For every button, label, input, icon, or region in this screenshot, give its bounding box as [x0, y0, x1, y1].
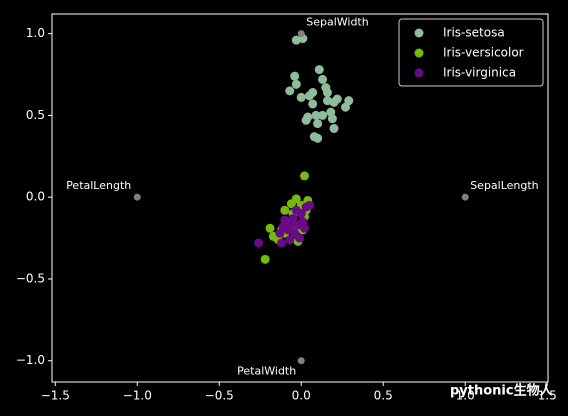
- point: [280, 205, 290, 215]
- legend-label: Iris-versicolor: [443, 46, 524, 60]
- point: [301, 115, 311, 125]
- x-tick-label: 0.0: [292, 389, 311, 403]
- anchor-point: [461, 193, 469, 201]
- point: [290, 71, 300, 81]
- point: [311, 110, 321, 120]
- point: [327, 114, 337, 124]
- point: [291, 205, 301, 215]
- point: [260, 254, 270, 264]
- point: [285, 235, 295, 245]
- point: [277, 238, 287, 248]
- point: [304, 200, 314, 210]
- y-tick-label: −0.5: [16, 271, 45, 285]
- point: [265, 223, 275, 233]
- legend-label: Iris-virginica: [443, 66, 516, 80]
- anchor-label: PetalLength: [66, 179, 131, 192]
- watermark: pythonic生物人: [450, 383, 554, 399]
- legend-marker: [414, 28, 424, 38]
- point: [286, 199, 296, 209]
- point: [318, 74, 328, 84]
- point: [296, 92, 306, 102]
- x-tick-label: −1.0: [123, 389, 152, 403]
- point: [285, 86, 295, 96]
- legend-box: [398, 18, 544, 87]
- point: [329, 123, 339, 133]
- point: [295, 233, 305, 243]
- anchor-label: PetalWidth: [237, 365, 296, 378]
- legend-label: Iris-setosa: [443, 26, 505, 40]
- plot-frame: [51, 13, 549, 383]
- x-tick-label: 1.5: [538, 389, 557, 403]
- point: [300, 171, 310, 181]
- y-tick-label: −1.0: [16, 353, 45, 367]
- legend-marker: [414, 48, 424, 58]
- point: [313, 119, 323, 129]
- point: [314, 65, 324, 75]
- point: [300, 223, 310, 233]
- anchor-point: [297, 357, 305, 365]
- anchor-label: SepalLength: [470, 179, 538, 192]
- y-tick-label: 0.0: [26, 190, 45, 204]
- y-tick-label: 1.0: [26, 26, 45, 40]
- point: [286, 220, 296, 230]
- point: [278, 222, 288, 232]
- point: [313, 133, 323, 143]
- x-tick-label: −0.5: [205, 389, 234, 403]
- anchor-label: SepalWidth: [306, 16, 369, 29]
- point: [322, 88, 332, 98]
- legend-marker: [414, 68, 424, 78]
- y-tick-label: 0.5: [26, 108, 45, 122]
- point: [318, 110, 328, 120]
- anchor-point: [297, 30, 305, 38]
- point: [291, 79, 301, 89]
- x-tick-label: 1.0: [456, 389, 475, 403]
- point: [308, 99, 318, 109]
- x-tick-label: −1.5: [41, 389, 70, 403]
- point: [332, 94, 342, 104]
- point: [308, 88, 318, 98]
- x-tick-label: 0.5: [374, 389, 393, 403]
- anchor-point: [133, 193, 141, 201]
- point: [341, 102, 351, 112]
- point: [254, 238, 264, 248]
